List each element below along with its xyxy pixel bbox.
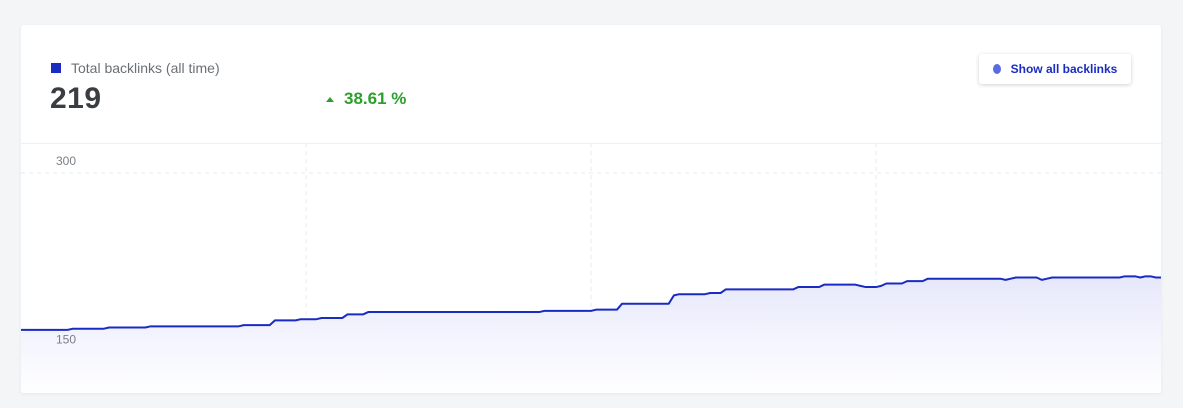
backlinks-card: Total backlinks (all time) 219 38.61 % S… [21, 25, 1161, 393]
y-tick-label-150: 150 [56, 332, 76, 346]
legend-label: Total backlinks (all time) [71, 60, 220, 76]
change-indicator: 38.61 % [326, 89, 406, 109]
show-all-backlinks-button[interactable]: Show all backlinks [979, 54, 1131, 84]
series-line [21, 275, 1161, 331]
y-tick-label-300: 300 [56, 154, 76, 168]
legend-swatch [51, 63, 61, 73]
backlinks-chart: 150 300 [21, 143, 1161, 393]
triangle-up-icon [326, 96, 334, 102]
show-all-backlinks-label: Show all backlinks [1010, 62, 1118, 76]
series-area [21, 276, 1161, 393]
change-value: 38.61 % [344, 89, 407, 108]
total-value: 219 [50, 82, 102, 115]
dot-icon [992, 64, 1001, 74]
y-axis-ticks: 150 300 [56, 154, 76, 347]
card-header: Total backlinks (all time) 219 38.61 % S… [21, 25, 1161, 144]
legend: Total backlinks (all time) [51, 60, 220, 76]
